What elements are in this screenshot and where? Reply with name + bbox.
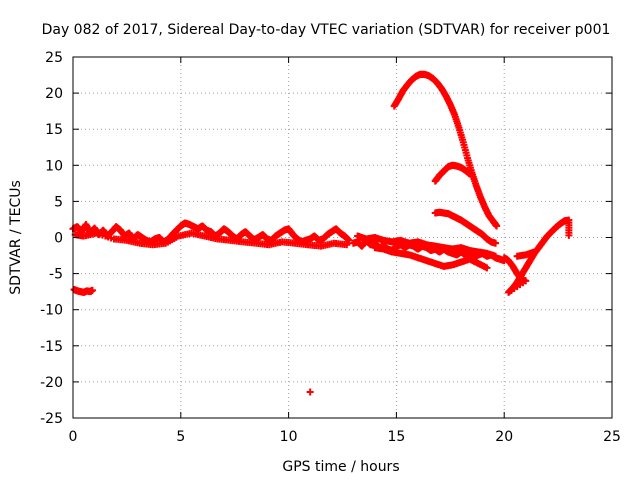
x-axis-label: GPS time / hours [282,459,399,475]
data-points [69,70,573,396]
axis-ticks: 0 5 10 15 20 25 -25 -20 -15 -10 -5 0 5 10 15 20 25 [40,50,621,445]
x-tick-label: 10 [280,429,298,445]
data-point [88,286,96,294]
data-point [530,248,538,256]
series-main-band-lower [71,229,351,250]
x-tick-label: 0 [69,429,78,445]
y-tick-label: 25 [45,50,63,66]
y-axis-label: SDTVAR / TECUs [8,180,24,295]
data-point [483,264,491,272]
chart-title: Day 082 of 2017, Sidereal Day-to-day VTE… [42,22,611,38]
series-evening-recovery [500,216,573,296]
y-tick-label: 20 [45,86,63,102]
data-point [493,222,501,230]
data-point [466,170,474,178]
y-tick-label: -15 [40,339,63,355]
data-point [492,252,500,260]
y-tick-label: -10 [40,303,63,319]
grid [73,57,612,418]
x-tick-label: 25 [603,429,621,445]
y-tick-label: -20 [40,375,63,391]
series-isolated-point [306,388,314,396]
data-point [492,239,500,247]
y-tick-label: 0 [54,231,63,247]
series-high-arc [390,70,501,230]
series-afternoon-band-upper [354,232,500,260]
x-tick-label: 15 [387,429,405,445]
y-tick-label: 15 [45,122,63,138]
data-point [343,241,351,249]
series-early-offset [70,285,96,296]
x-tick-label: 20 [495,429,513,445]
data-point [345,236,353,244]
x-tick-label: 5 [176,429,185,445]
series-mid-arc [431,161,474,185]
y-tick-label: -25 [40,411,63,427]
y-tick-label: -5 [49,267,63,283]
series-low-arc [431,208,500,247]
y-tick-label: 5 [54,194,63,210]
y-tick-label: 10 [45,158,63,174]
data-point [565,231,573,239]
series-afternoon-band-lower [371,244,491,272]
data-point [306,388,314,396]
